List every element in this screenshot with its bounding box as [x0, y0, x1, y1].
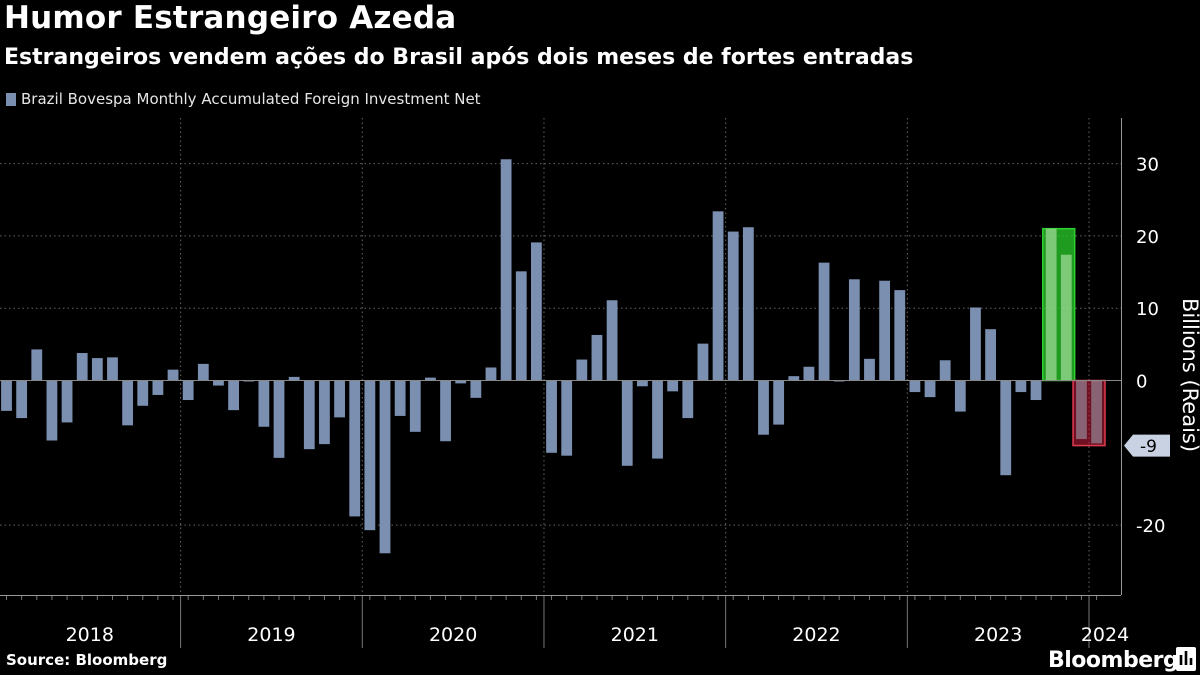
bar: [954, 380, 966, 412]
bar: [485, 367, 497, 381]
bar: [364, 380, 376, 531]
bar: [1091, 380, 1102, 444]
bar: [288, 376, 300, 381]
bar: [46, 380, 58, 441]
x-year-label: 2021: [611, 624, 659, 646]
bar: [137, 380, 149, 406]
bar: [758, 380, 769, 435]
x-year-label: 2022: [792, 624, 840, 646]
x-year-label: 2023: [974, 624, 1022, 646]
bar: [773, 380, 785, 425]
bar: [712, 211, 724, 381]
bar: [1030, 380, 1042, 401]
bar: [652, 380, 663, 459]
legend-label: Brazil Bovespa Monthly Accumulated Forei…: [21, 90, 481, 108]
y-tick-label: 30: [1136, 155, 1159, 176]
bar: [894, 290, 906, 381]
bar: [394, 380, 406, 416]
bar: [636, 380, 648, 387]
bloomberg-terminal-icon: [1176, 647, 1196, 671]
bar: [682, 380, 694, 419]
bar: [697, 343, 709, 381]
bar: [470, 380, 482, 398]
x-year-label: 2020: [429, 624, 477, 646]
y-tick-label: 20: [1136, 227, 1159, 248]
bar: [152, 380, 164, 395]
bar: [546, 380, 557, 453]
chart-subtitle: Estrangeiros vendem ações do Brasil após…: [4, 45, 914, 70]
bar: [197, 363, 209, 381]
bar: [531, 242, 542, 381]
bar: [985, 329, 996, 381]
bar: [1060, 254, 1072, 381]
bar: [667, 380, 679, 392]
bar: [621, 380, 633, 466]
bar: [319, 380, 330, 445]
latest-value-label: -9: [1140, 437, 1157, 457]
bar: [500, 159, 512, 381]
bar: [576, 359, 588, 381]
bar: [273, 380, 285, 458]
y-tick-label: -20: [1136, 516, 1165, 537]
source-note: Source: Bloomberg: [6, 651, 168, 669]
bar: [864, 358, 875, 381]
bar: [924, 380, 936, 398]
bar: [61, 380, 73, 423]
brand-logo-text: Bloomberg: [1048, 648, 1179, 673]
bar: [16, 380, 28, 419]
bar: [788, 376, 800, 381]
bar: [939, 360, 951, 381]
y-axis-title: Billions (Reais): [1178, 298, 1200, 452]
bar: [349, 380, 361, 517]
bar: [561, 380, 573, 456]
x-year-label: 2019: [247, 624, 295, 646]
bar: [122, 380, 134, 426]
bar: [258, 380, 270, 427]
bar: [425, 377, 436, 381]
bar: [91, 358, 103, 381]
bar: [1045, 228, 1057, 381]
y-tick-label: 10: [1136, 299, 1159, 320]
x-year-label: 2024: [1081, 624, 1129, 646]
bar: [818, 262, 830, 381]
bar: [879, 280, 891, 381]
x-year-label: 2018: [66, 624, 114, 646]
bar: [1015, 380, 1027, 393]
bar: [228, 380, 239, 411]
bar: [455, 380, 467, 384]
bar: [1076, 380, 1087, 440]
bar: [107, 357, 118, 381]
bar: [31, 349, 43, 381]
bar: [1, 380, 12, 411]
bar: [848, 279, 860, 381]
bar: [909, 380, 921, 393]
legend: Brazil Bovespa Monthly Accumulated Forei…: [6, 90, 481, 108]
bar: [182, 380, 194, 401]
y-tick-label: 0: [1136, 372, 1147, 393]
bar: [515, 271, 527, 381]
bar: [591, 334, 603, 381]
bar: [167, 369, 179, 381]
bar: [727, 231, 739, 381]
bar: [606, 300, 618, 381]
bar: [409, 380, 421, 432]
bar: [213, 380, 224, 386]
chart-title: Humor Estrangeiro Azeda: [4, 0, 457, 36]
bar: [379, 380, 391, 554]
bar: [970, 307, 981, 381]
bar: [440, 380, 451, 442]
bar: [742, 227, 754, 381]
bar: [303, 380, 315, 450]
legend-swatch: [6, 92, 16, 106]
bar: [334, 380, 345, 418]
latest-value-callout: [1124, 434, 1170, 457]
bar: [1000, 380, 1012, 476]
bar: [76, 353, 88, 381]
bar: [803, 366, 815, 381]
